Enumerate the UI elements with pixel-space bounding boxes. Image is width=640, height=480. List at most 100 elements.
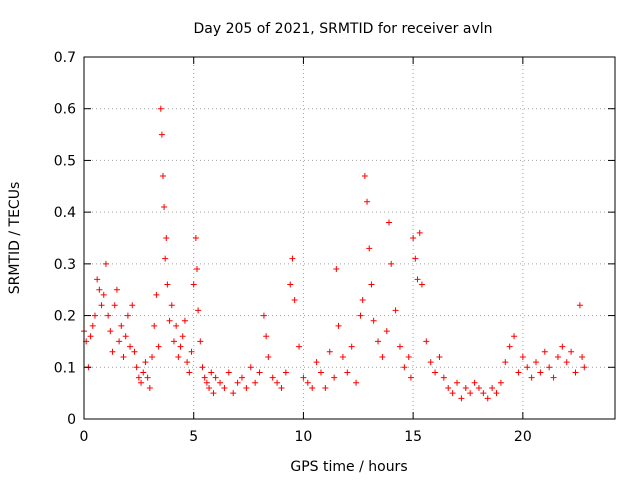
data-point	[287, 281, 294, 288]
data-point	[197, 338, 204, 345]
data-point	[572, 369, 579, 376]
x-tick-label: 10	[295, 429, 313, 445]
data-point	[129, 302, 136, 309]
data-point	[541, 348, 548, 355]
data-point	[140, 369, 147, 376]
data-point	[91, 312, 98, 319]
data-point	[138, 379, 145, 386]
data-point	[412, 255, 419, 262]
data-point	[274, 379, 281, 386]
data-point	[181, 317, 188, 324]
data-point	[405, 353, 412, 360]
data-point	[317, 369, 324, 376]
data-point	[107, 328, 114, 335]
data-point	[322, 384, 329, 391]
data-point	[161, 203, 168, 210]
data-point	[375, 338, 382, 345]
data-point	[493, 390, 500, 397]
data-point	[135, 374, 142, 381]
data-point	[243, 384, 250, 391]
data-point	[344, 369, 351, 376]
data-point	[194, 266, 201, 273]
data-point	[256, 369, 263, 376]
data-point	[462, 384, 469, 391]
data-point	[579, 353, 586, 360]
data-point	[225, 369, 232, 376]
data-point	[309, 384, 316, 391]
data-point	[449, 390, 456, 397]
data-point	[484, 395, 491, 402]
data-point	[89, 322, 96, 329]
data-point	[291, 297, 298, 304]
data-point	[118, 322, 125, 329]
data-point	[296, 343, 303, 350]
data-point	[385, 219, 392, 226]
data-point	[210, 390, 217, 397]
data-point	[234, 379, 241, 386]
data-point	[458, 395, 465, 402]
data-point	[445, 384, 452, 391]
data-point	[163, 235, 170, 241]
data-point	[217, 379, 224, 386]
data-point	[105, 312, 112, 319]
data-point	[252, 379, 259, 386]
data-point	[98, 302, 105, 309]
data-point	[528, 374, 535, 381]
data-point	[353, 379, 360, 386]
data-point	[175, 353, 182, 360]
data-point	[149, 353, 156, 360]
data-point	[432, 369, 439, 376]
data-point	[164, 281, 171, 288]
data-point	[170, 338, 177, 345]
data-point	[113, 286, 120, 293]
data-point	[153, 291, 160, 298]
y-tick-label: 0.3	[54, 257, 76, 273]
data-point	[546, 364, 553, 371]
data-point	[370, 317, 377, 324]
data-point	[300, 374, 307, 381]
data-point	[155, 343, 162, 350]
data-point	[480, 390, 487, 397]
data-point	[427, 359, 434, 366]
data-point	[260, 312, 267, 319]
data-point	[142, 359, 149, 366]
data-point	[519, 353, 526, 360]
data-point	[208, 369, 215, 376]
y-axis-label: SRMTID / TECUs	[7, 182, 23, 295]
data-point	[127, 343, 134, 350]
data-point	[116, 338, 123, 345]
data-point	[199, 364, 206, 371]
grid-layer	[84, 57, 615, 419]
data-point	[269, 374, 276, 381]
data-point	[559, 343, 566, 350]
y-tick-label: 0.4	[54, 205, 76, 221]
ticks-layer: 0 5 10 15 20 0 0.1 0.2 0.3 0.4 0.5 0.6 0.7	[54, 50, 615, 445]
data-point	[109, 348, 116, 355]
data-point	[436, 353, 443, 360]
data-point	[133, 364, 140, 371]
x-tick-label: 20	[514, 429, 532, 445]
data-point	[304, 379, 311, 386]
data-point	[146, 384, 153, 391]
data-point	[186, 369, 193, 376]
x-tick-label: 15	[404, 429, 422, 445]
data-point	[581, 364, 588, 371]
data-point	[537, 369, 544, 376]
data-point	[212, 374, 219, 381]
data-point	[359, 297, 366, 304]
data-point	[238, 374, 245, 381]
data-point	[168, 302, 175, 309]
data-point	[497, 379, 504, 386]
data-point	[502, 359, 509, 366]
data-point	[364, 198, 371, 205]
data-point	[416, 229, 423, 236]
data-point	[188, 348, 195, 355]
data-point	[195, 307, 202, 314]
data-point	[533, 359, 540, 366]
data-point	[247, 364, 254, 371]
data-point	[326, 348, 333, 355]
data-point	[563, 359, 570, 366]
data-point	[151, 322, 158, 329]
data-point	[388, 260, 395, 267]
